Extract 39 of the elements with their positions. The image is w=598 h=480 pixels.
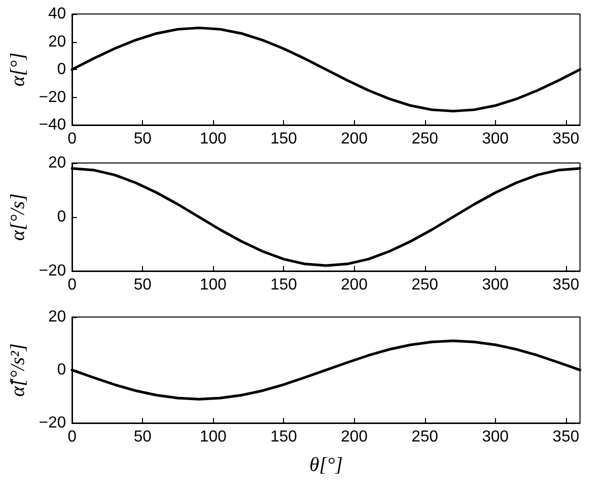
x-tick-label: 250 bbox=[411, 428, 438, 446]
y-tick-label: 20 bbox=[48, 154, 66, 172]
x-tick-label: 0 bbox=[68, 276, 77, 294]
x-tick-label: 50 bbox=[134, 130, 152, 148]
x-tick-label: 200 bbox=[340, 428, 368, 446]
x-axis-title: θ[°] bbox=[309, 454, 343, 476]
y-axis-title: α[°] bbox=[7, 52, 29, 87]
y-tick-label: 0 bbox=[57, 61, 66, 78]
x-tick-label: 300 bbox=[482, 130, 509, 148]
y-tick-label: 0 bbox=[57, 208, 66, 226]
y-tick-label: 20 bbox=[48, 308, 66, 326]
x-tick-label: 0 bbox=[68, 428, 77, 446]
x-tick-label: 150 bbox=[270, 276, 298, 294]
x-tick-label: 150 bbox=[270, 130, 298, 148]
x-tick-label: 350 bbox=[552, 130, 580, 148]
x-tick-label: 100 bbox=[200, 130, 227, 148]
x-tick-label: 0 bbox=[68, 130, 77, 148]
x-tick-label: 100 bbox=[200, 276, 227, 294]
y-tick-label: −40 bbox=[38, 116, 66, 134]
x-tick-label: 250 bbox=[411, 130, 438, 148]
x-tick-label: 250 bbox=[411, 276, 438, 294]
y-tick-label: 20 bbox=[48, 33, 66, 50]
x-tick-label: 300 bbox=[482, 428, 509, 446]
y-tick-label: 0 bbox=[57, 362, 66, 378]
y-tick-label: −20 bbox=[38, 414, 66, 432]
y-tick-label: −20 bbox=[38, 88, 66, 106]
x-tick-label: 50 bbox=[134, 276, 152, 294]
x-tick-label: 350 bbox=[552, 428, 580, 446]
x-tick-label: 200 bbox=[340, 276, 368, 294]
y-axis-title: α̇[°/s] bbox=[7, 193, 29, 241]
x-tick-label: 150 bbox=[270, 428, 298, 446]
x-tick-label: 300 bbox=[482, 276, 509, 294]
y-tick-label: −20 bbox=[38, 262, 66, 280]
x-tick-label: 350 bbox=[552, 276, 580, 294]
y-tick-label: 40 bbox=[48, 6, 66, 22]
x-tick-label: 50 bbox=[134, 428, 152, 446]
x-tick-label: 100 bbox=[200, 428, 227, 446]
x-tick-label: 200 bbox=[340, 130, 368, 148]
y-axis-title: α̈[°/s²] bbox=[7, 343, 29, 397]
